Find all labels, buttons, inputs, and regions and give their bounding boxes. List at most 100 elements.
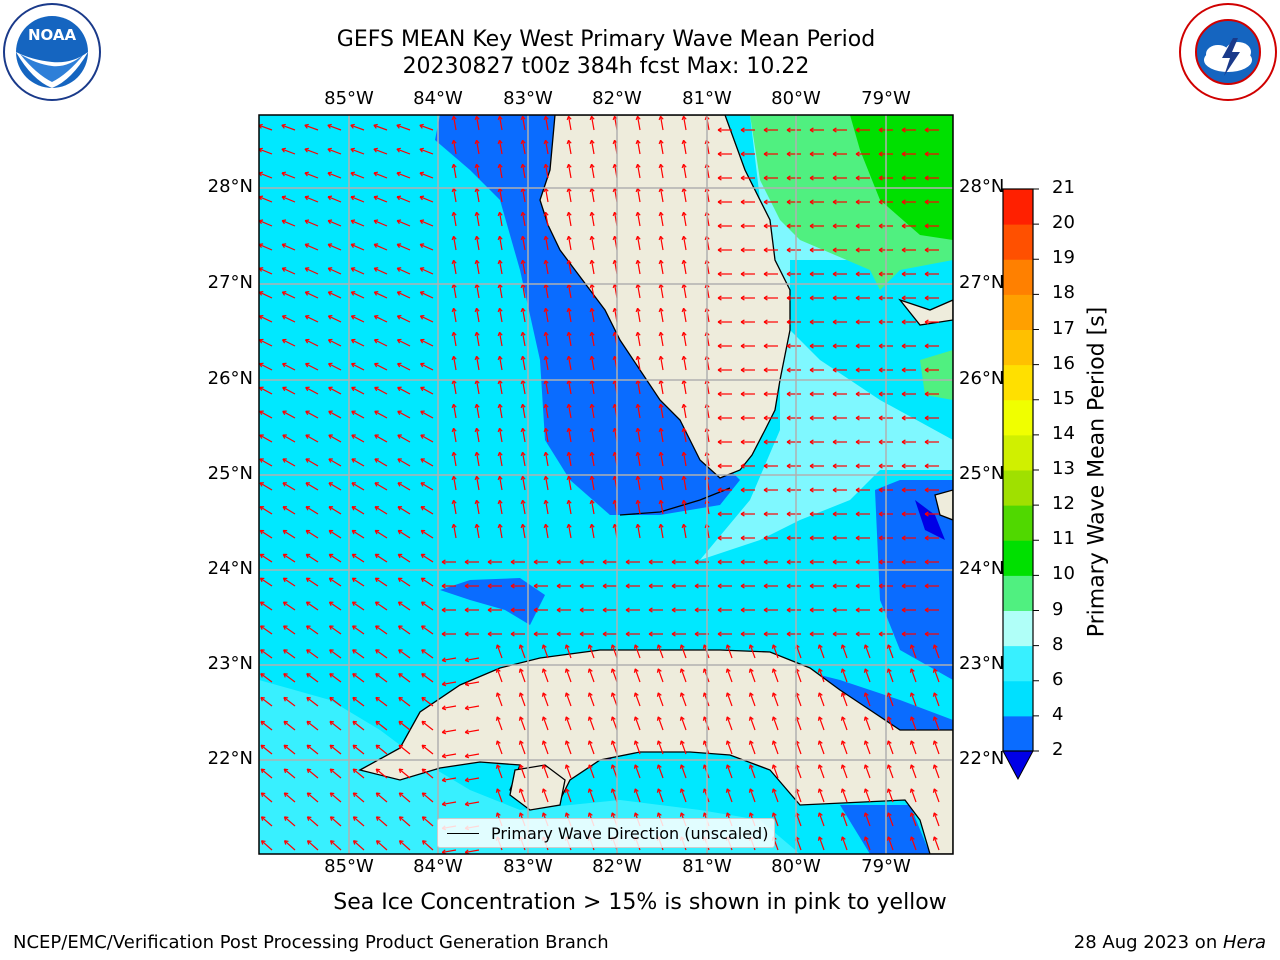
- wave-direction-arrowhead: [855, 295, 860, 301]
- wave-direction-arrowhead: [635, 259, 641, 265]
- wave-direction-arrow: [590, 116, 595, 131]
- wave-direction-arrowhead: [633, 764, 639, 769]
- wave-direction-arrowhead: [350, 243, 356, 249]
- wave-direction-arrowhead: [740, 391, 745, 397]
- wave-direction-arrowhead: [329, 673, 334, 678]
- wave-direction-arrowhead: [533, 559, 538, 565]
- wave-direction-arrowhead: [533, 631, 538, 637]
- wave-direction-arrow: [544, 476, 549, 491]
- wave-direction-arrowhead: [633, 644, 639, 649]
- wave-direction-arrowhead: [283, 696, 288, 702]
- wave-direction-arrow: [659, 308, 664, 323]
- wave-direction-arrowhead: [679, 668, 685, 673]
- wave-direction-arrow: [611, 692, 618, 707]
- wave-direction-arrow: [772, 716, 779, 731]
- wave-direction-arrowhead: [924, 631, 929, 637]
- wave-direction-arrow: [795, 740, 802, 755]
- wave-direction-arrow: [305, 530, 319, 539]
- wave-direction-arrowhead: [464, 583, 469, 589]
- wave-direction-arrow: [841, 836, 848, 851]
- wave-direction-arrow: [567, 332, 572, 347]
- wave-direction-arrow: [353, 840, 365, 851]
- wave-direction-arrowhead: [373, 291, 379, 296]
- wave-direction-arrow: [659, 284, 664, 299]
- wave-direction-arrow: [452, 452, 457, 467]
- wave-direction-arrow: [422, 840, 434, 851]
- wave-direction-arrow: [329, 601, 342, 611]
- wave-direction-arrowhead: [832, 535, 837, 541]
- wave-direction-arrowhead: [771, 764, 777, 769]
- wave-direction-arrowhead: [579, 631, 584, 637]
- wave-direction-arrowhead: [373, 147, 378, 153]
- colorbar-tick-label: 8: [1052, 633, 1064, 655]
- wave-direction-arrowhead: [304, 171, 310, 177]
- wave-direction-arrowhead: [327, 171, 333, 177]
- wave-direction-arrow: [521, 452, 526, 467]
- wave-direction-arrowhead: [564, 692, 570, 697]
- wave-direction-arrow: [521, 116, 526, 131]
- wave-direction-arrow: [397, 339, 411, 347]
- wave-direction-arrowhead: [635, 163, 641, 169]
- wave-direction-arrowhead: [566, 427, 572, 433]
- wave-direction-arrowhead: [464, 777, 470, 783]
- wave-direction-arrow: [397, 482, 411, 491]
- wave-direction-arrow: [933, 812, 940, 827]
- wave-direction-arrowhead: [397, 386, 402, 392]
- wave-direction-arrowhead: [564, 644, 570, 649]
- wave-direction-arrow: [682, 500, 687, 515]
- wave-direction-arrow: [544, 356, 549, 371]
- wave-direction-arrowhead: [441, 681, 447, 687]
- wave-direction-arrowhead: [878, 631, 883, 637]
- wave-direction-arrowhead: [495, 740, 501, 745]
- wave-direction-arrowhead: [474, 307, 480, 313]
- wave-direction-arrowhead: [763, 175, 768, 181]
- wave-direction-arrowhead: [259, 482, 264, 487]
- wave-direction-arrowhead: [281, 195, 287, 201]
- wave-direction-arrowhead: [259, 529, 265, 535]
- wave-direction-arrow: [795, 764, 802, 779]
- wave-direction-arrowhead: [786, 439, 791, 445]
- wave-direction-arrowhead: [487, 607, 492, 613]
- wave-direction-arrow: [544, 212, 549, 227]
- wave-direction-arrowhead: [863, 668, 869, 673]
- lon-tick-label: 79°W: [861, 88, 911, 109]
- wave-direction-arrowhead: [420, 529, 426, 535]
- map-legend: Primary Wave Direction (unscaled): [437, 818, 775, 848]
- wave-direction-arrowhead: [681, 403, 687, 409]
- wave-direction-arrowhead: [763, 367, 768, 373]
- wave-direction-arrowhead: [681, 211, 687, 217]
- wave-direction-arrow: [542, 668, 549, 683]
- wave-direction-arrowhead: [786, 391, 791, 397]
- wave-direction-arrow: [375, 720, 388, 731]
- wave-direction-arrowhead: [282, 410, 287, 416]
- land-florida: [539, 115, 791, 479]
- land-bahamas: [898, 298, 953, 326]
- wave-direction-arrowhead: [373, 338, 379, 344]
- wave-direction-arrow: [306, 601, 319, 611]
- wave-direction-arrow: [329, 577, 342, 587]
- lat-tick-label: 26°N: [207, 368, 253, 389]
- wave-direction-arrowhead: [373, 219, 379, 225]
- wave-direction-arrowhead: [464, 657, 470, 663]
- wave-direction-arrow: [498, 380, 503, 395]
- wave-direction-arrowhead: [375, 744, 381, 750]
- wave-direction-arrow: [330, 816, 342, 827]
- wave-direction-arrowhead: [656, 764, 662, 769]
- wave-direction-arrow: [726, 668, 733, 683]
- wave-direction-arrowhead: [495, 668, 501, 673]
- wave-direction-arrow: [259, 124, 273, 131]
- wave-direction-arrowhead: [817, 668, 823, 673]
- wave-direction-arrow: [259, 339, 273, 347]
- wave-direction-arrow: [521, 476, 526, 491]
- wave-direction-arrowhead: [878, 319, 883, 325]
- wave-direction-arrowhead: [495, 644, 501, 649]
- wave-direction-arrowhead: [260, 840, 266, 845]
- wave-direction-arrowhead: [306, 720, 312, 726]
- wave-direction-arrowhead: [566, 403, 572, 409]
- wave-direction-arrowhead: [878, 199, 883, 205]
- wave-direction-arrowhead: [681, 115, 687, 121]
- wave-direction-arrow: [682, 452, 687, 467]
- wave-direction-arrowhead: [635, 427, 641, 433]
- wave-direction-arrow: [567, 476, 572, 491]
- wave-direction-arrowhead: [441, 559, 446, 565]
